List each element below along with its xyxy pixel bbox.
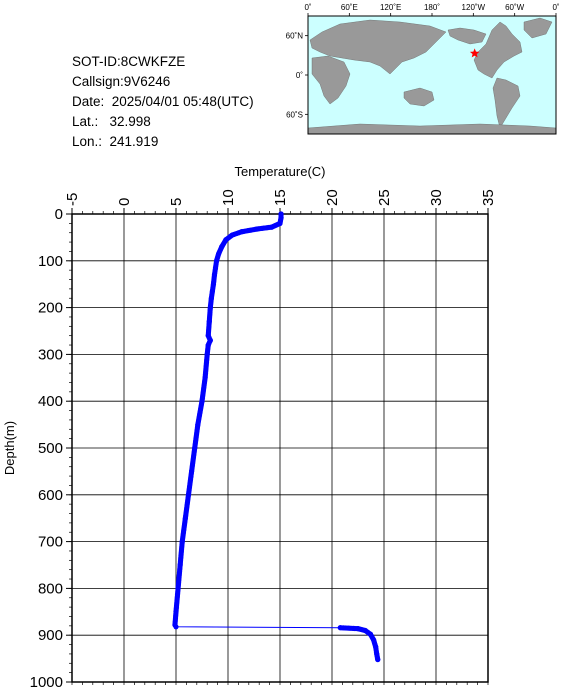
data-point (205, 333, 211, 339)
map-lon-tick-label: 0˚ (552, 3, 559, 12)
data-point (373, 644, 379, 650)
data-point (208, 295, 214, 301)
data-point (204, 351, 210, 357)
y-tick-label: 900 (38, 627, 63, 644)
land-north-america (473, 21, 523, 79)
map-lat-tick-label: 60˚N (286, 32, 304, 41)
land-alaska (447, 27, 487, 45)
latitude-label: Lat.: 32.998 (72, 114, 151, 129)
x-tick-label: -5 (64, 193, 81, 206)
data-point (277, 220, 283, 226)
data-point (206, 319, 212, 325)
chart-grid (71, 213, 489, 683)
data-point (374, 651, 380, 657)
land-eurasia (309, 19, 447, 75)
y-tick-label: 0 (55, 206, 63, 223)
data-point (185, 492, 192, 498)
x-tick-label: 35 (480, 189, 497, 206)
data-point (229, 232, 235, 238)
data-point (173, 624, 179, 630)
data-point (192, 445, 198, 451)
y-tick-label: 1000 (30, 674, 63, 690)
map-lat-tick-label: 60˚S (286, 110, 303, 119)
x-tick-label: 30 (428, 189, 445, 206)
y-axis-label: Depth(m) (2, 421, 17, 475)
y-tick-label: 600 (38, 487, 63, 504)
data-point (367, 631, 374, 637)
y-tick-label: 100 (38, 253, 63, 270)
map-lon-tick-label: 120˚E (380, 3, 401, 12)
data-point (199, 398, 205, 404)
map-latitude-ticks: 60˚N 0˚ 60˚S (286, 32, 308, 119)
data-point (173, 609, 179, 615)
x-tick-label: 15 (272, 189, 289, 206)
data-point (175, 585, 181, 592)
y-tick-label: 700 (38, 534, 63, 551)
data-point (238, 229, 245, 235)
data-point (207, 337, 213, 343)
land-greenland (523, 17, 553, 39)
map-lat-tick-label: 0˚ (296, 71, 303, 80)
data-point (209, 288, 215, 294)
y-tick-label: 500 (38, 440, 63, 457)
data-point (223, 237, 229, 243)
data-point (212, 265, 219, 271)
x-tick-label: 10 (220, 189, 237, 206)
map-lon-tick-label: 60˚E (341, 3, 358, 12)
y-tick-label: 800 (38, 580, 63, 597)
temperature-profile-series (172, 211, 381, 663)
data-point (355, 626, 361, 632)
map-lon-tick-label: 180˚ (424, 3, 440, 12)
x-axis-ticks: -5 0 5 10 15 20 25 30 35 (64, 189, 497, 685)
data-point (269, 224, 275, 230)
y-axis-ticks: 0 100 200 300 400 500 600 700 800 900 1000 (30, 206, 72, 690)
map-location-marker (469, 48, 480, 58)
data-point (216, 251, 222, 257)
data-point (177, 562, 183, 568)
map-lon-tick-label: 0˚ (304, 3, 311, 12)
land-africa (311, 55, 351, 105)
data-point (278, 211, 284, 217)
y-tick-label: 400 (38, 393, 63, 410)
data-point (189, 468, 195, 474)
longitude-label: Lon.: 241.919 (72, 134, 159, 149)
x-tick-label: 0 (116, 198, 133, 206)
star-marker-icon (469, 48, 480, 58)
land-australia (403, 87, 435, 107)
x-tick-label: 20 (324, 189, 341, 206)
profile-info: SOT-ID:8CWKFZE Callsign:9V6246 Date: 202… (72, 52, 254, 152)
x-tick-label: 5 (168, 198, 185, 206)
x-tick-label: 25 (376, 189, 393, 206)
data-point (254, 226, 260, 232)
land-south-america (492, 77, 521, 129)
y-tick-label: 200 (38, 300, 63, 317)
data-point (219, 244, 225, 250)
y-tick-label: 300 (38, 346, 63, 363)
data-point (207, 305, 213, 311)
map-longitude-ticks: 0˚ 60˚E 120˚E 180˚ 120˚W 60˚W 0˚ (304, 3, 560, 16)
callsign-label: Callsign:9V6246 (72, 74, 171, 89)
data-point (179, 539, 185, 545)
map-land (307, 17, 557, 135)
data-point (371, 637, 377, 643)
series-line (174, 214, 379, 660)
data-point (202, 375, 208, 381)
data-point (210, 281, 217, 287)
data-point (195, 422, 201, 428)
data-point (211, 272, 218, 278)
data-point (205, 342, 211, 348)
data-point (337, 625, 343, 631)
date-label: Date: 2025/04/01 05:48(UTC) (72, 94, 254, 109)
data-point (182, 515, 188, 521)
data-point (213, 258, 220, 264)
data-point (375, 656, 381, 663)
sot-id-label: SOT-ID:8CWKFZE (72, 54, 186, 69)
map-lon-tick-label: 120˚W (462, 3, 486, 12)
data-point (278, 215, 284, 221)
x-axis-label: Temperature(C) (234, 164, 325, 179)
map-lon-tick-label: 60˚W (505, 3, 525, 12)
data-point (362, 627, 368, 634)
